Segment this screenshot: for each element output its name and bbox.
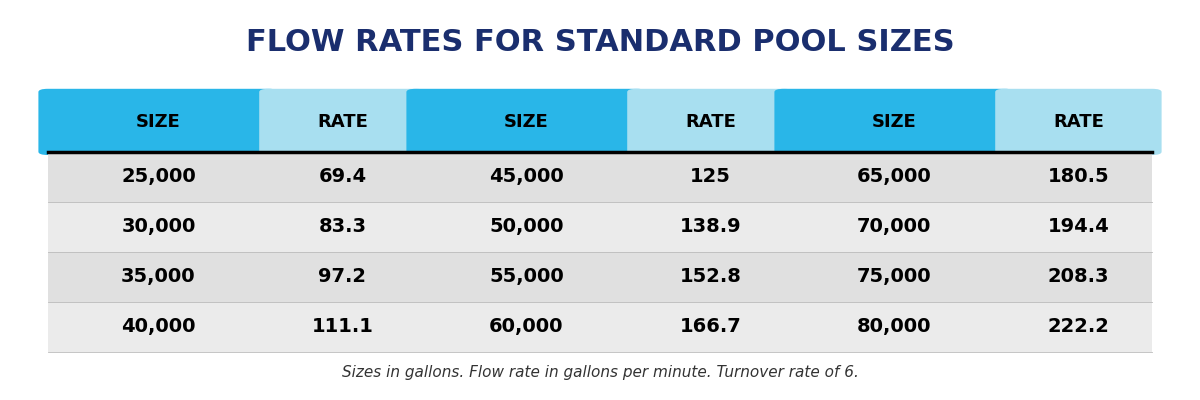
FancyBboxPatch shape [628,89,793,155]
Text: 60,000: 60,000 [490,318,564,336]
Text: RATE: RATE [317,113,368,131]
Text: 97.2: 97.2 [318,268,366,286]
FancyBboxPatch shape [38,89,278,155]
Text: 80,000: 80,000 [857,318,931,336]
Text: 152.8: 152.8 [679,268,742,286]
Text: RATE: RATE [685,113,736,131]
Text: 194.4: 194.4 [1048,217,1109,236]
Text: 35,000: 35,000 [121,268,196,286]
Text: 83.3: 83.3 [318,217,366,236]
Text: 208.3: 208.3 [1048,268,1109,286]
Text: 55,000: 55,000 [490,268,564,286]
Bar [48,252,1152,302]
Text: 180.5: 180.5 [1048,167,1109,186]
Text: SIZE: SIZE [872,113,917,131]
Text: SIZE: SIZE [136,113,181,131]
FancyBboxPatch shape [407,89,647,155]
Text: 40,000: 40,000 [121,318,196,336]
FancyBboxPatch shape [774,89,1014,155]
Text: 30,000: 30,000 [121,217,196,236]
FancyBboxPatch shape [259,89,426,155]
Bar [48,152,1152,202]
Text: 25,000: 25,000 [121,167,196,186]
Text: 50,000: 50,000 [490,217,564,236]
Text: 166.7: 166.7 [679,318,742,336]
Text: 65,000: 65,000 [857,167,931,186]
Text: 222.2: 222.2 [1048,318,1109,336]
Text: 138.9: 138.9 [679,217,742,236]
Text: 125: 125 [690,167,731,186]
FancyBboxPatch shape [995,89,1162,155]
Bar [48,302,1152,352]
Text: 111.1: 111.1 [312,318,373,336]
Text: RATE: RATE [1052,113,1104,131]
Text: FLOW RATES FOR STANDARD POOL SIZES: FLOW RATES FOR STANDARD POOL SIZES [246,28,954,57]
Bar [48,202,1152,252]
Text: 75,000: 75,000 [857,268,931,286]
Text: 69.4: 69.4 [318,167,366,186]
Text: Sizes in gallons. Flow rate in gallons per minute. Turnover rate of 6.: Sizes in gallons. Flow rate in gallons p… [342,365,858,380]
Text: SIZE: SIZE [504,113,548,131]
Text: 45,000: 45,000 [490,167,564,186]
Text: 70,000: 70,000 [857,217,931,236]
